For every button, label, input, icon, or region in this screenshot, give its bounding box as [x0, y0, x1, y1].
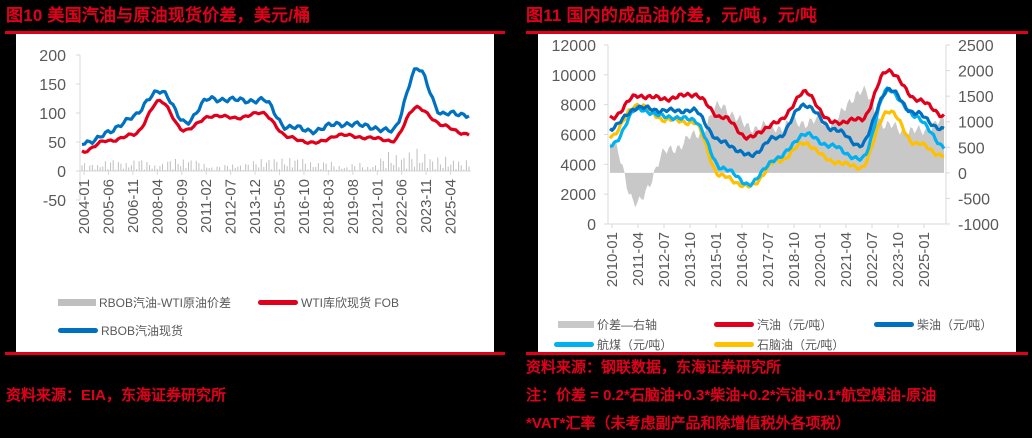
y2-tick-label: 500: [958, 140, 985, 157]
x-tick-label: 2013-12: [247, 179, 264, 234]
y2-tick-label: 2000: [958, 64, 994, 81]
x-tick-label: 2010-01: [604, 232, 621, 287]
x-tick-label: 2023-10: [890, 232, 907, 287]
y-tick-label: 2000: [560, 187, 596, 204]
right-formula-note-line1: 注：价差 = 0.2*石脑油+0.3*柴油+0.2*汽油+0.1*航空煤油-原油: [526, 387, 937, 404]
legend-label: 石脑油（元/吨）: [757, 338, 845, 352]
y-tick-label: 6000: [560, 128, 596, 145]
x-tick-label: 2011-04: [630, 232, 647, 286]
x-tick-label: 2022-06: [394, 179, 411, 234]
left-legend-item-spread: RBOB汽油-WTI原油价差: [58, 294, 231, 311]
legend-label: 汽油（元/吨）: [757, 318, 833, 332]
left-title-divider: [5, 31, 505, 34]
x-tick-label: 2021-04: [838, 232, 855, 287]
x-tick-label: 2017-07: [760, 232, 777, 287]
y2-tick-label: -500: [958, 191, 990, 208]
left-chart-title: 图10 美国汽油与原油现货价差，美元/桶: [6, 6, 311, 25]
red-line-swatch-icon: [258, 300, 298, 305]
y-tick-label: 150: [39, 77, 66, 94]
right-legend-item-naphtha: 石脑油（元/吨）: [714, 336, 844, 353]
right-legend-item-diesel: 柴油（元/吨）: [874, 316, 992, 333]
x-tick-label: 2009-09: [174, 179, 191, 234]
x-tick-label: 2020-01: [812, 232, 829, 287]
y2-tick-label: 0: [958, 166, 967, 183]
wti-line: [81, 98, 470, 154]
x-tick-label: 2021-01: [369, 179, 386, 234]
gray-bar-swatch-icon: [58, 299, 96, 306]
spread-area: [610, 85, 944, 208]
right-legend-item-jetfuel: 航煤（元/吨）: [554, 336, 672, 353]
right-chart-panel: 0 2000 4000 6000 8000 10000 12000 -1000 -500 0 500…: [538, 34, 1016, 352]
legend-label: 价差—右轴: [597, 318, 658, 332]
left-chart-panel: -50 0 50 100 150 200 2004-01 2005-06 2006-11 2008…: [16, 34, 494, 352]
right-chart-plot: 0 2000 4000 6000 8000 10000 12000 -1000 -500 0 500…: [552, 38, 1000, 287]
gasoline-line: [609, 68, 946, 141]
y2-tick-label: 2500: [958, 38, 994, 55]
y-tick-label: 100: [39, 106, 66, 123]
y-tick-label: 10000: [552, 68, 597, 85]
x-tick-label: 2022-07: [864, 232, 881, 287]
x-tick-label: 2005-06: [100, 179, 117, 234]
x-tick-label: 2016-10: [296, 179, 313, 234]
legend-label: 航煤（元/吨）: [597, 338, 673, 352]
left-source-note: 资料来源：EIA，东海证券研究所: [6, 387, 227, 404]
x-tick-label: 2012-07: [656, 232, 673, 287]
x-tick-label: 2006-11: [125, 179, 142, 233]
y-tick-label: 8000: [560, 98, 596, 115]
x-tick-label: 2008-04: [149, 179, 166, 234]
left-legend-item-rbob: RBOB汽油现货: [58, 322, 183, 339]
blue-line-swatch-icon: [874, 322, 914, 327]
right-legend-item-spread: 价差—右轴: [558, 316, 657, 333]
y2-tick-label: -1000: [958, 217, 999, 234]
y2-tick-label: 1000: [958, 115, 994, 132]
y-tick-label: 4000: [560, 157, 596, 174]
x-tick-label: 2011-02: [198, 179, 215, 233]
legend-label: 柴油（元/吨）: [917, 318, 993, 332]
x-tick-label: 2012-07: [223, 179, 240, 234]
x-tick-label: 2018-10: [786, 232, 803, 287]
right-formula-note-line2: *VAT*汇率（未考虑副产品和除增值税外各项税）: [526, 415, 851, 432]
x-tick-label: 2018-03: [320, 179, 337, 234]
x-tick-label: 2016-04: [734, 232, 751, 287]
right-chart-title: 图11 国内的成品油价差，元/吨，元/吨: [526, 6, 818, 25]
y-tick-label: 0: [587, 217, 596, 234]
x-tick-label: 2025-01: [916, 232, 933, 287]
x-tick-label: 2023-11: [418, 179, 435, 233]
cyan-line-swatch-icon: [554, 342, 594, 347]
x-tick-label: 2015-01: [708, 232, 725, 287]
right-bottom-divider: [526, 352, 1028, 355]
x-tick-label: 2025-04: [443, 179, 460, 234]
red-line-swatch-icon: [714, 322, 754, 327]
right-title-divider: [526, 31, 1028, 34]
y-tick-label: 200: [39, 48, 66, 65]
gray-area-swatch-icon: [558, 321, 594, 328]
y-tick-label: 0: [57, 164, 66, 181]
legend-label: RBOB汽油-WTI原油价差: [99, 296, 231, 310]
y-tick-label: -50: [43, 193, 66, 210]
x-tick-label: 2013-10: [682, 232, 699, 287]
y-tick-label: 12000: [552, 38, 597, 55]
right-legend-item-gasoline: 汽油（元/吨）: [714, 316, 832, 333]
left-bottom-divider: [5, 352, 505, 355]
legend-label: RBOB汽油现货: [101, 324, 184, 338]
rbob-line: [81, 67, 470, 147]
legend-label: WTI库欣现货 FOB: [301, 296, 399, 310]
blue-line-swatch-icon: [58, 328, 98, 333]
x-tick-label: 2015-05: [272, 179, 289, 234]
y2-tick-label: 1500: [958, 89, 994, 106]
right-source-note: 资料来源：钢联数据，东海证券研究所: [526, 359, 782, 376]
x-tick-label: 2019-08: [345, 179, 362, 234]
yellow-line-swatch-icon: [714, 342, 754, 347]
diesel-line: [609, 86, 945, 159]
left-chart-plot: -50 0 50 100 150 200 2004-01 2005-06 2006-11 2008…: [39, 48, 471, 234]
left-legend-item-wti: WTI库欣现货 FOB: [258, 294, 399, 311]
x-tick-label: 2004-01: [76, 179, 93, 234]
y-tick-label: 50: [48, 135, 66, 152]
